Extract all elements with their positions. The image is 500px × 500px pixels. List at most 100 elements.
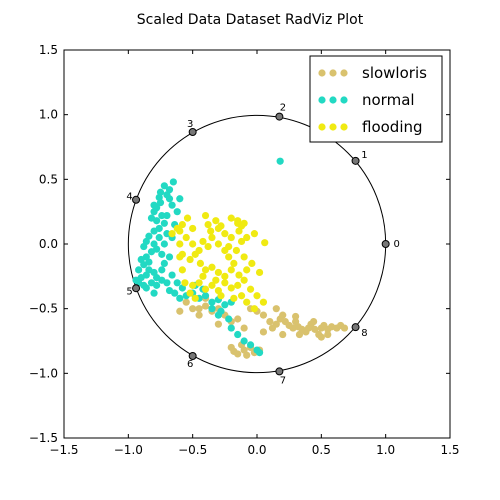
legend-label-normal: normal	[362, 91, 415, 109]
data-point-normal	[147, 248, 156, 256]
data-point-flooding	[237, 292, 246, 300]
data-point-normal	[201, 292, 210, 300]
data-point-normal	[158, 211, 166, 220]
data-point-flooding	[243, 298, 251, 306]
data-point-normal	[176, 195, 184, 203]
data-point-normal	[132, 276, 140, 284]
legend-marker-normal	[329, 96, 337, 104]
data-point-slowloris	[234, 315, 242, 323]
data-point-flooding	[182, 233, 190, 242]
anchor-point	[275, 367, 284, 376]
data-point-flooding	[191, 294, 199, 302]
data-point-flooding	[240, 253, 248, 261]
data-point-normal	[208, 298, 216, 306]
data-point-flooding	[237, 237, 246, 246]
data-point-normal	[221, 301, 229, 309]
anchor-label: 5	[126, 286, 132, 297]
data-point-normal	[217, 307, 225, 315]
data-point-flooding	[201, 211, 210, 220]
data-point-normal	[150, 208, 158, 216]
data-point-normal	[158, 266, 166, 274]
data-point-slowloris	[292, 312, 300, 321]
x-tick-label: 0.0	[247, 443, 266, 457]
data-point-slowloris	[195, 305, 203, 313]
data-point-slowloris	[230, 347, 238, 355]
data-point-normal	[173, 208, 181, 216]
data-point-flooding	[196, 259, 204, 267]
data-point-flooding	[255, 268, 264, 277]
data-point-flooding	[199, 272, 207, 280]
data-point-flooding	[221, 279, 229, 287]
data-point-slowloris	[195, 311, 203, 319]
data-point-slowloris	[311, 325, 319, 333]
data-point-flooding	[207, 227, 215, 235]
data-point-flooding	[212, 276, 220, 284]
data-point-flooding	[201, 266, 210, 274]
data-point-flooding	[227, 284, 235, 292]
data-point-flooding	[237, 222, 246, 230]
data-point-normal	[240, 337, 248, 345]
data-point-normal	[163, 230, 171, 238]
legend-marker-flooding	[340, 123, 348, 131]
data-point-flooding	[176, 253, 184, 261]
legend-label-slowloris: slowloris	[362, 64, 427, 82]
data-point-slowloris	[259, 311, 268, 319]
data-point-flooding	[250, 305, 259, 313]
data-point-flooding	[186, 289, 194, 297]
data-point-flooding	[201, 285, 210, 293]
data-point-normal	[153, 217, 161, 225]
data-point-normal	[155, 233, 163, 242]
data-point-normal	[171, 289, 179, 297]
data-point-slowloris	[279, 330, 287, 339]
data-point-flooding	[186, 255, 194, 264]
data-point-normal	[160, 182, 168, 190]
x-tick-label: −1.0	[114, 443, 143, 457]
x-tick-label: 1.5	[440, 443, 459, 457]
anchor-label: 3	[187, 119, 193, 130]
data-point-slowloris	[240, 324, 248, 332]
data-point-slowloris	[272, 320, 280, 328]
anchor-label: 0	[393, 239, 399, 250]
legend-marker-flooding	[329, 123, 337, 131]
legend-marker-normal	[318, 96, 326, 104]
y-tick-label: 0.0	[39, 237, 58, 251]
data-point-slowloris	[279, 311, 287, 319]
data-point-flooding	[227, 266, 235, 274]
data-point-normal	[158, 250, 166, 258]
data-point-flooding	[176, 240, 184, 248]
data-point-normal	[150, 289, 158, 297]
data-point-normal	[227, 324, 235, 332]
data-point-flooding	[208, 263, 216, 271]
data-point-normal	[140, 242, 148, 251]
legend-marker-slowloris	[340, 69, 348, 77]
data-point-slowloris	[189, 305, 197, 313]
data-point-slowloris	[310, 318, 318, 326]
data-point-flooding	[221, 272, 229, 280]
anchor-label: 2	[280, 103, 286, 114]
data-point-normal	[234, 330, 242, 339]
y-tick-label: 1.0	[39, 108, 58, 122]
data-point-flooding	[189, 240, 197, 248]
data-point-normal	[155, 193, 163, 202]
data-point-flooding	[235, 271, 243, 279]
data-point-flooding	[259, 298, 268, 306]
data-point-flooding	[199, 237, 207, 246]
anchor-point	[351, 156, 360, 165]
x-tick-label: 0.5	[312, 443, 331, 457]
data-point-slowloris	[201, 302, 210, 310]
data-point-normal	[276, 157, 284, 165]
data-point-normal	[208, 305, 216, 313]
data-point-normal	[145, 258, 153, 266]
data-point-flooding	[234, 281, 242, 289]
data-point-flooding	[217, 292, 225, 300]
y-tick-label: −1.0	[29, 366, 58, 380]
legend-marker-normal	[340, 96, 348, 104]
anchor-point	[188, 127, 197, 136]
anchor-label: 6	[187, 359, 193, 370]
legend-marker-slowloris	[318, 69, 326, 77]
data-point-slowloris	[340, 324, 349, 332]
legend-marker-slowloris	[329, 69, 337, 77]
anchor-label: 1	[361, 150, 367, 161]
data-point-flooding	[214, 240, 222, 248]
